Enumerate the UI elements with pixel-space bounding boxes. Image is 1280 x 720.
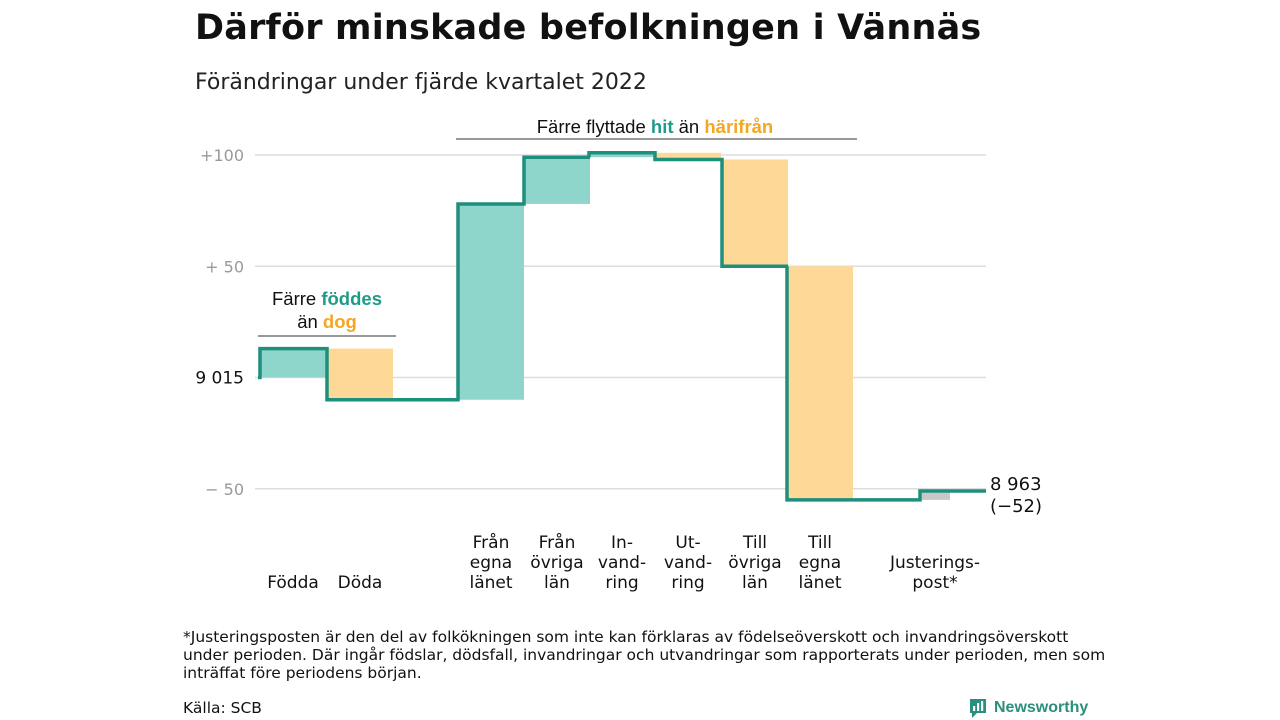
bar-8	[920, 490, 950, 500]
annotation-births-line1: Färre föddes	[272, 288, 382, 309]
footnote: *Justeringsposten är den del av folkökni…	[183, 628, 1106, 682]
category-label: egna	[470, 553, 512, 573]
y-tick-label: +100	[200, 146, 244, 165]
annotation-moves: Färre flyttade hit än härifrån	[537, 116, 774, 137]
category-label: Döda	[338, 573, 383, 593]
annotation-moves-part: härifrån	[704, 116, 773, 137]
annotation-moves-part: Färre flyttade	[537, 116, 651, 137]
waterfall-line	[258, 151, 986, 502]
chart-subtitle: Förändringar under fjärde kvartalet 2022	[195, 70, 647, 95]
annotation-births-line2-part: än	[297, 311, 323, 332]
bar-3	[524, 157, 590, 204]
bar-0	[260, 348, 326, 378]
annotation-moves-part: hit	[651, 116, 674, 137]
y-tick-label: + 50	[205, 257, 244, 276]
category-label: Ut-	[675, 533, 700, 553]
category-label: Till	[742, 533, 767, 553]
bar-2	[458, 203, 524, 400]
start-value-label: 9 015	[195, 369, 244, 389]
end-change-label: (−52)	[990, 496, 1042, 517]
category-label: In-	[611, 533, 633, 553]
category-label: ring	[605, 573, 638, 593]
category-label: Födda	[267, 573, 319, 593]
annotation-moves-part: än	[674, 116, 705, 137]
annotation-births-line1-part: föddes	[321, 288, 382, 309]
category-label: län	[742, 573, 768, 593]
category-label: övriga	[530, 553, 583, 573]
category-label: Från	[473, 532, 510, 553]
bar-7	[787, 266, 853, 500]
bar-4	[589, 152, 655, 158]
category-label: länet	[798, 573, 841, 593]
annotation-births-line1-part: Färre	[272, 288, 321, 309]
category-label: post*	[912, 573, 957, 593]
y-tick-label: − 50	[205, 480, 244, 499]
bar-5	[655, 152, 721, 160]
category-label: vand-	[598, 553, 646, 573]
chart-title: Därför minskade befolkningen i Vännäs	[195, 8, 982, 48]
newsworthy-logo-icon	[970, 699, 986, 718]
waterfall-chart: +100 + 50 − 50 9 015 8 963(−52) Födda Döda Från…	[195, 116, 1042, 593]
brand-name: Newsworthy	[994, 699, 1089, 716]
bar-1	[327, 348, 393, 400]
newsworthy-logo[interactable]: Newsworthy	[968, 697, 1088, 719]
category-label: län	[544, 573, 570, 593]
category-label: Justerings-	[889, 553, 980, 573]
annotation-births-line2-part: dog	[323, 311, 357, 332]
category-label: egna	[799, 553, 841, 573]
category-label: ring	[671, 573, 704, 593]
category-label: vand-	[664, 553, 712, 573]
category-label: Till	[807, 533, 832, 553]
source-label: Källa: SCB	[183, 699, 262, 717]
category-label: övriga	[728, 553, 781, 573]
category-label: Från	[539, 532, 576, 553]
end-value-label: 8 963	[990, 474, 1042, 495]
category-label: länet	[469, 573, 512, 593]
annotation-births-line2: än dog	[297, 311, 357, 332]
bar-6	[722, 159, 788, 267]
